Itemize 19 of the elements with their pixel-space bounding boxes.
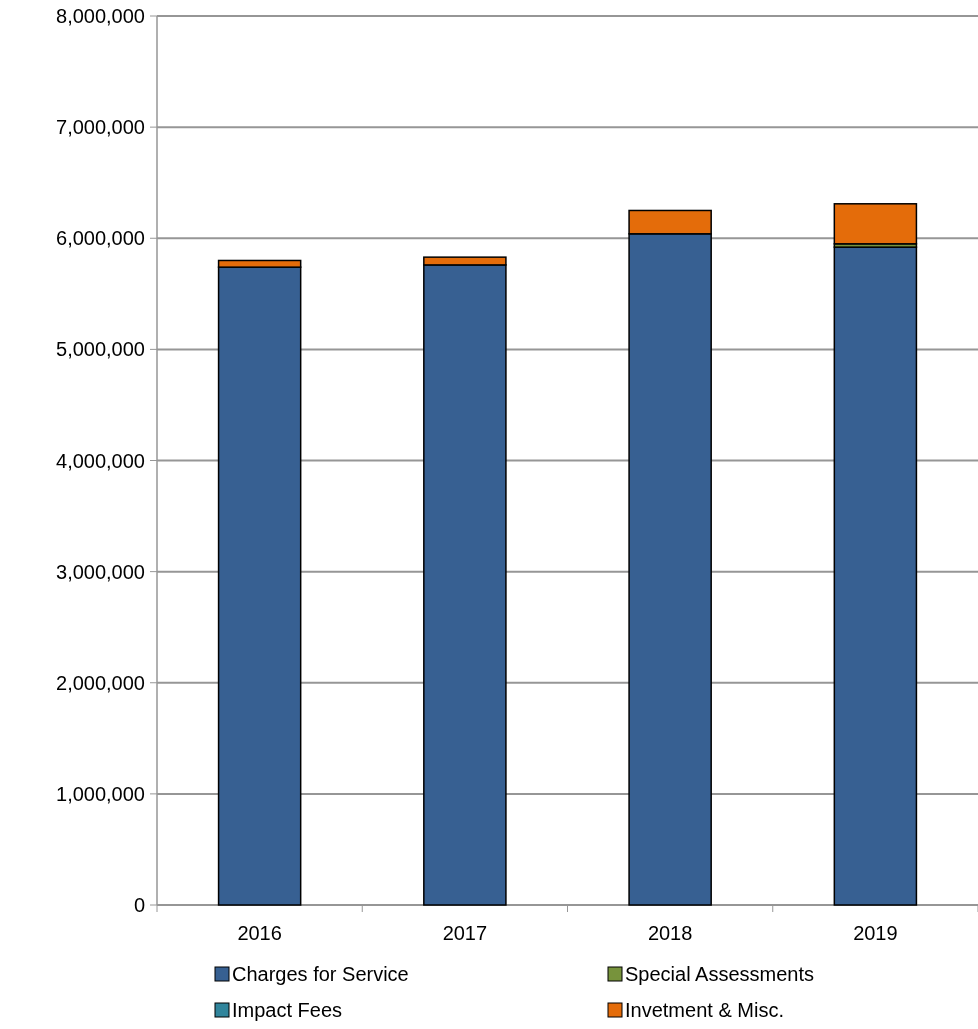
- y-tick-label: 0: [133, 894, 145, 916]
- y-tick-label: 3,000,000: [56, 560, 145, 583]
- x-tick-label: 2019: [853, 922, 898, 944]
- y-tick-label: 8,000,000: [56, 5, 145, 27]
- y-tick-label: 4,000,000: [56, 449, 145, 472]
- y-tick-label: 6,000,000: [56, 227, 145, 250]
- legend-label: Charges for Service: [232, 963, 409, 985]
- y-tick-label: 7,000,000: [56, 116, 145, 139]
- bar: [833, 203, 918, 245]
- x-tick-label: 2016: [237, 922, 282, 944]
- legend-label: Invetment & Misc.: [625, 999, 784, 1021]
- legend-label: Special Assessments: [625, 963, 814, 985]
- x-tick-label: 2018: [647, 922, 693, 944]
- legend-label: Impact Fees: [232, 999, 343, 1021]
- y-tick-label: 2,000,000: [56, 671, 145, 694]
- x-tick-label: 2017: [442, 922, 488, 944]
- y-tick-label: 5,000,000: [56, 338, 145, 361]
- y-tick-label: 1,000,000: [56, 782, 145, 805]
- bar: [833, 246, 918, 906]
